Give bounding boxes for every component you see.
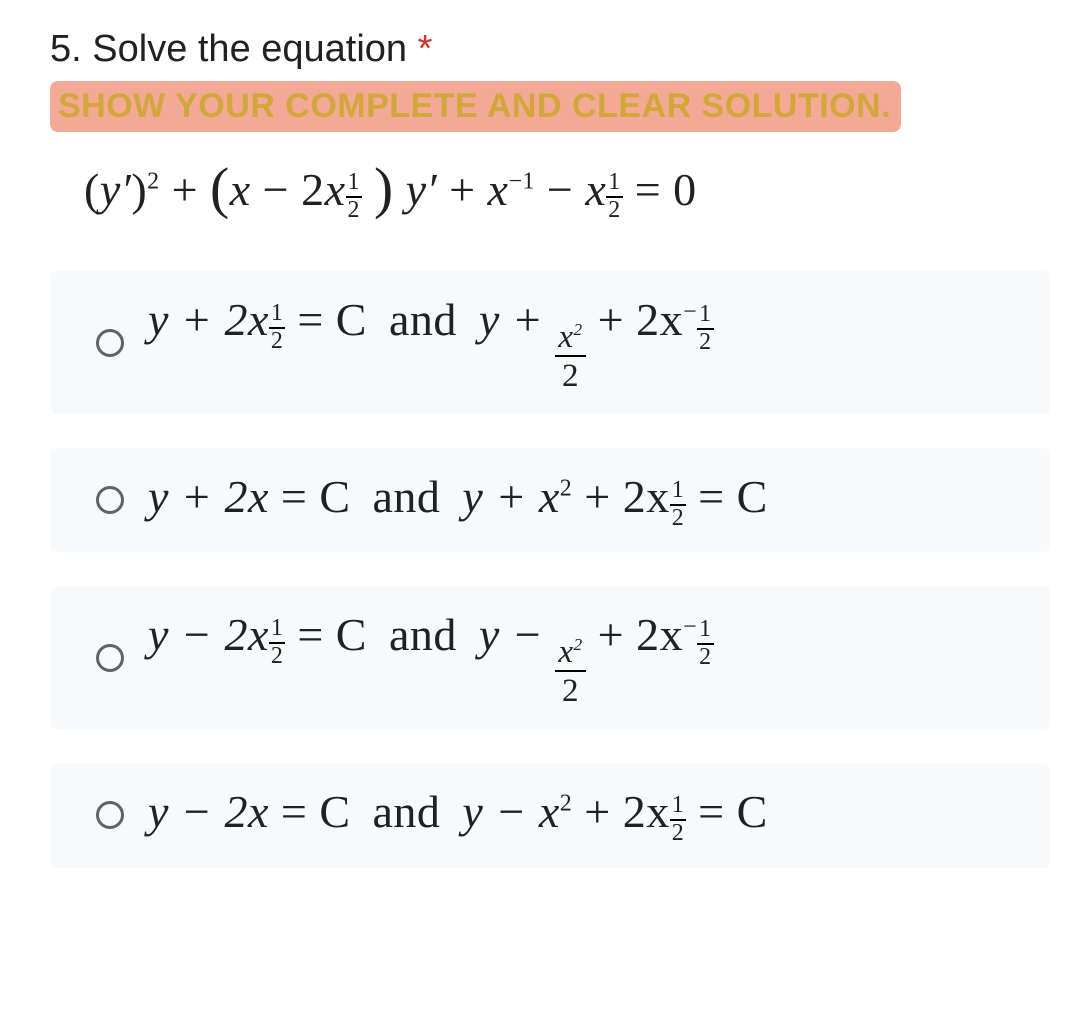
option-a-math: y + 2x12 = C and y + x22 + 2x−12 (148, 293, 714, 392)
x2-over-2: x22 (555, 320, 585, 392)
radio-icon[interactable] (96, 801, 124, 829)
eq-minus2: − (547, 164, 585, 215)
eq-eq0: = 0 (635, 164, 697, 215)
option-b-math: y + 2x = C and y + x2 + 2x12 = C (148, 470, 768, 530)
option-a[interactable]: y + 2x12 = C and y + x22 + 2x−12 (50, 271, 1050, 414)
option-b[interactable]: y + 2x = C and y + x2 + 2x12 = C (50, 448, 1050, 552)
x2-over-2: x22 (555, 635, 585, 707)
eq-plus1: + (172, 164, 210, 215)
eq-rparen0: ) (131, 164, 147, 215)
half-exp: 12 (670, 794, 686, 846)
eq-sq: 2 (147, 169, 159, 195)
question-text: Solve the equation (92, 28, 407, 70)
radio-icon[interactable] (96, 486, 124, 514)
eq-neg1: −1 (508, 169, 534, 195)
eq-plus2: + (449, 164, 487, 215)
eq-yprime: y′ (100, 164, 131, 215)
question-number: 5. (50, 28, 82, 70)
radio-icon[interactable] (96, 644, 124, 672)
question-header: 5. Solve the equation * (50, 28, 1052, 71)
eq-half1: 12 (346, 171, 362, 223)
eq-big-lparen: ( (210, 157, 230, 220)
instruction-text: SHOW YOUR COMPLETE AND CLEAR SOLUTION. (58, 87, 891, 125)
option-c-math: y − 2x12 = C and y − x22 + 2x−12 (148, 608, 714, 707)
required-asterisk: * (418, 28, 433, 70)
eq-big-rparen: ) (374, 157, 394, 220)
eq-xneg1: x (488, 164, 509, 215)
neg-half-exp: −12 (683, 614, 713, 640)
eq-minus1: − (251, 164, 301, 215)
half-exp: 12 (670, 479, 686, 531)
main-equation: (y′)2 + (x − 2x12 ) y′ + x−1 − x12 = 0 (84, 154, 1052, 223)
eq-xhalf1: x (325, 164, 346, 215)
instruction-highlight: SHOW YOUR COMPLETE AND CLEAR SOLUTION. (50, 81, 901, 132)
eq-xhalf2: x (585, 164, 606, 215)
neg-half-exp: −12 (683, 299, 713, 325)
eq-yprime2: y′ (394, 164, 449, 215)
eq-x1: x (230, 164, 251, 215)
half-exp: 12 (269, 302, 285, 354)
eq-lparen0: ( (84, 164, 100, 215)
option-d[interactable]: y − 2x = C and y − x2 + 2x12 = C (50, 763, 1050, 867)
eq-two: 2 (301, 164, 325, 215)
eq-half2: 12 (606, 171, 622, 223)
half-exp: 12 (269, 617, 285, 669)
option-c[interactable]: y − 2x12 = C and y − x22 + 2x−12 (50, 586, 1050, 729)
option-d-math: y − 2x = C and y − x2 + 2x12 = C (148, 785, 768, 845)
radio-icon[interactable] (96, 329, 124, 357)
options-group: y + 2x12 = C and y + x22 + 2x−12 y + 2x … (50, 271, 1052, 867)
